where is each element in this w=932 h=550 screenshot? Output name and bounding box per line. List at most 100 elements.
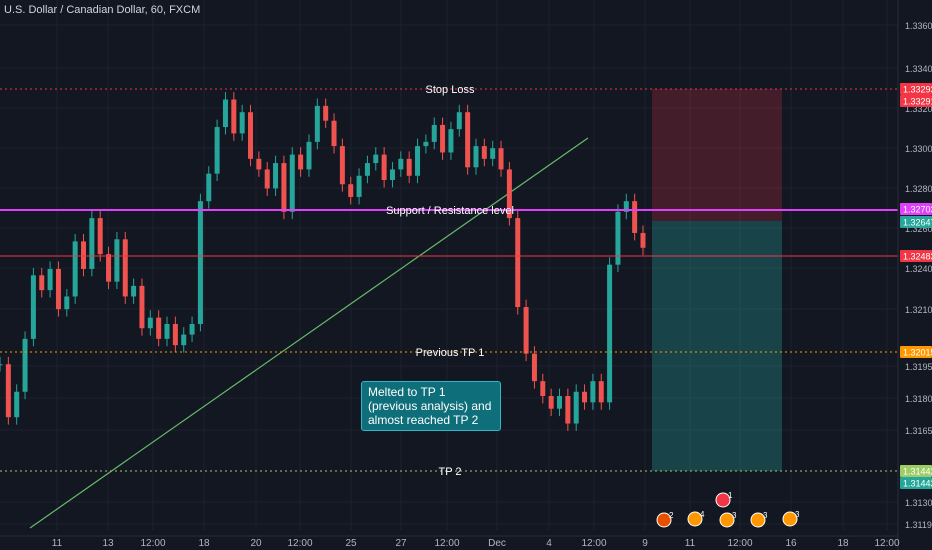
candle-body (389, 169, 395, 180)
candle-body (398, 158, 404, 170)
price-tag (900, 216, 932, 228)
event-badge[interactable] (750, 512, 766, 528)
candle-body (582, 391, 588, 403)
price-tag (900, 465, 932, 477)
candle-body (64, 296, 70, 310)
price-tag-label: 1.32483 (903, 252, 932, 262)
candle-body (540, 381, 546, 396)
price-tag-label: 1.31443 (903, 479, 932, 489)
event-badge-count: 2 (669, 511, 674, 520)
price-tag (900, 346, 932, 358)
time-tick-label: 18 (837, 538, 849, 549)
time-tick-label: 13 (102, 538, 114, 549)
price-tag (900, 95, 932, 107)
event-badge[interactable] (687, 511, 703, 527)
symbol-title: U.S. Dollar / Canadian Dollar, 60, FXCM (4, 4, 201, 16)
price-tick-label: 1.32800 (905, 184, 932, 194)
candle-body (172, 324, 178, 346)
candle-body (556, 396, 562, 409)
candle-body (14, 391, 20, 418)
position-zones (652, 89, 782, 471)
candle-body (607, 264, 613, 403)
level-label: Previous TP 1 (416, 347, 485, 359)
candle-body (139, 285, 145, 329)
price-tick-label: 1.31800 (905, 394, 932, 404)
horizontal-levels[interactable]: Stop Loss Support / Resistance level Previ… (0, 84, 898, 478)
candle-body (356, 175, 362, 197)
candle-body (565, 396, 571, 424)
candle-body (197, 201, 203, 324)
price-tick-label: 1.32400 (905, 264, 932, 274)
stop-loss-zone (652, 89, 782, 221)
candle-body (348, 184, 354, 197)
price-tick-label: 1.33400 (905, 64, 932, 74)
candle-body (81, 241, 87, 269)
event-badge[interactable] (715, 492, 731, 508)
candle-body (490, 148, 496, 159)
candle-body (515, 218, 521, 308)
time-axis[interactable]: 11 13 12:00 18 20 12:00 25 27 12:00 Dec 4 12:00 9 11 1… (0, 535, 900, 549)
candle-body (415, 146, 421, 176)
candle-body (498, 148, 504, 170)
candle-body (264, 169, 270, 189)
price-tag-label: 1.31442 (903, 467, 932, 477)
candle-body (206, 173, 212, 202)
candle-body (615, 211, 621, 265)
event-badge[interactable] (656, 512, 672, 528)
candle-body (89, 218, 95, 269)
time-tick-label: 27 (395, 538, 407, 549)
price-tick-label: 1.31650 (905, 426, 932, 436)
candle-body (381, 154, 387, 180)
price-tag-label: 1.32647 (903, 218, 932, 228)
candle-body (156, 317, 162, 339)
event-badge[interactable] (782, 511, 798, 527)
candle-body (331, 120, 337, 147)
price-axis[interactable]: 1.33600 1.33400 1.33200 1.33000 1.32800 1.326… (897, 0, 932, 550)
candle-body (373, 154, 379, 164)
candle-body (164, 324, 170, 339)
take-profit-zone (652, 221, 782, 471)
candle-body (465, 112, 471, 168)
candle-body (423, 141, 429, 147)
candle-body (506, 169, 512, 219)
candle-body (72, 241, 78, 297)
candle-body (214, 127, 220, 174)
candle-body (323, 105, 329, 121)
price-tick-label: 1.33200 (905, 104, 932, 114)
candle-body (222, 99, 228, 128)
candle-body (55, 268, 61, 310)
event-badges[interactable]: 2 4 3 3 3 1 (656, 491, 800, 528)
price-tag-label: 1.32015 (903, 348, 932, 358)
time-tick-label: 12:00 (287, 538, 312, 549)
price-tick-label: 1.31300 (905, 498, 932, 508)
event-badge[interactable] (719, 512, 735, 528)
price-tick-label: 1.33600 (905, 21, 932, 31)
candle-body (22, 338, 28, 392)
candle-body (448, 129, 454, 153)
time-tick-label: 12:00 (581, 538, 606, 549)
event-badge-count: 3 (732, 511, 737, 520)
candle-body (573, 391, 579, 424)
annotation-callout[interactable]: Melted to TP 1 (previous analysis) and a… (361, 381, 501, 431)
candle-body (256, 158, 262, 170)
event-badge-count: 4 (700, 510, 705, 519)
candle-body (339, 146, 345, 185)
event-badge-count: 3 (763, 511, 768, 520)
time-tick-label: Dec (488, 538, 506, 549)
candle-body (298, 154, 304, 170)
candle-body (122, 239, 128, 297)
candle-body (440, 124, 446, 153)
trendline[interactable] (29, 137, 589, 529)
price-tag (900, 203, 932, 215)
level-label: TP 2 (438, 466, 461, 478)
time-tick-label: 12:00 (727, 538, 752, 549)
trendline-line[interactable] (29, 137, 589, 529)
event-badge-count: 1 (728, 491, 733, 500)
candle-body (273, 163, 279, 189)
price-tick-label: 1.31190 (905, 520, 932, 530)
price-tag-label: 1.33293 (903, 85, 932, 95)
candle-body (431, 124, 437, 142)
time-tick-label: 16 (785, 538, 797, 549)
candle-body (531, 353, 537, 382)
